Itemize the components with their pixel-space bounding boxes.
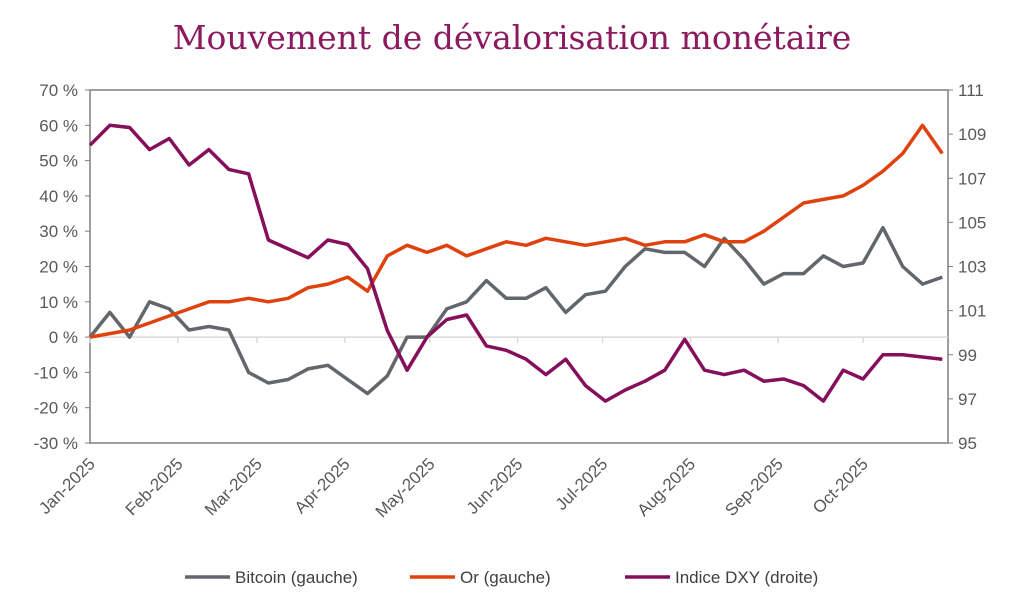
left-tick-label: -30 %: [34, 434, 78, 453]
right-tick-label: 99: [958, 346, 977, 365]
right-tick-label: 101: [958, 302, 986, 321]
left-tick-label: 20 %: [39, 258, 78, 277]
left-tick-label: 0 %: [49, 328, 78, 347]
left-tick-label: 10 %: [39, 293, 78, 312]
x-tick-label: Sep-2025: [721, 454, 787, 520]
legend-label: Or (gauche): [460, 568, 551, 587]
series-line-dxy: [88, 123, 943, 403]
x-tick-label: Jun-2025: [463, 454, 527, 518]
series-line-bitcoin: [88, 225, 943, 396]
right-tick-label: 97: [958, 390, 977, 409]
plot-frame: [89, 89, 949, 444]
x-tick-label: Jul-2025: [552, 454, 612, 514]
left-tick-label: 40 %: [39, 187, 78, 206]
right-tick-label: 107: [958, 169, 986, 188]
left-tick-label: 50 %: [39, 152, 78, 171]
left-tick-label: -10 %: [34, 363, 78, 382]
x-tick-label: Feb-2025: [122, 454, 187, 519]
right-tick-label: 111: [958, 81, 984, 100]
right-tick-label: 109: [958, 125, 986, 144]
x-tick-label: Aug-2025: [634, 454, 700, 520]
chart-title: Mouvement de dévalorisation monétaire: [172, 18, 852, 57]
x-tick-label: Oct-2025: [809, 454, 872, 517]
left-tick-label: 30 %: [39, 222, 78, 241]
series-line-or: [89, 123, 944, 339]
right-tick-label: 95: [958, 434, 977, 453]
right-tick-label: 105: [958, 213, 986, 232]
x-tick-label: Apr-2025: [291, 454, 354, 517]
left-tick-label: -20 %: [34, 399, 78, 418]
legend-label: Indice DXY (droite): [675, 568, 818, 587]
left-tick-label: 70 %: [39, 81, 78, 100]
x-tick-label: Mar-2025: [201, 454, 266, 519]
right-tick-label: 103: [958, 258, 986, 277]
left-tick-label: 60 %: [39, 116, 78, 135]
x-tick-label: May-2025: [372, 454, 439, 521]
legend-label: Bitcoin (gauche): [235, 568, 358, 587]
x-tick-label: Jan-2025: [35, 454, 99, 518]
